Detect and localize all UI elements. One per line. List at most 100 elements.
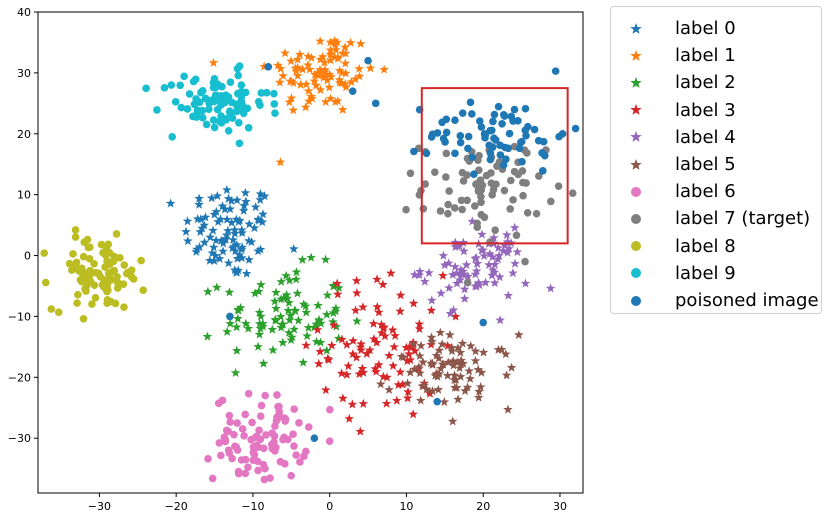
point-label-9 [192, 110, 201, 119]
point-label-2 [298, 357, 308, 367]
point-poisoned-image [481, 134, 489, 142]
point-label-2 [271, 315, 281, 325]
point-label-8 [79, 315, 88, 323]
point-label-0 [246, 237, 257, 247]
point-label-8 [99, 249, 107, 257]
point-label-8 [68, 266, 76, 274]
point-label-1 [331, 44, 341, 54]
point-label-3 [381, 398, 392, 408]
point-label-1 [350, 74, 361, 84]
point-label-5 [409, 339, 419, 349]
point-label-6 [217, 451, 225, 460]
legend-marker-shape [631, 241, 641, 252]
point-label-5 [414, 362, 424, 372]
point-label-3 [404, 341, 415, 351]
point-label-0 [241, 196, 251, 206]
point-label-1 [340, 68, 351, 78]
point-label-8 [110, 266, 119, 275]
point-label-0 [232, 239, 242, 250]
point-label-1 [259, 61, 269, 71]
point-label-5 [405, 367, 416, 377]
point-label-6 [244, 389, 253, 398]
point-label-2 [281, 270, 291, 280]
point-label-3 [357, 363, 368, 373]
point-label-7-target [459, 177, 468, 185]
point-label-4 [490, 259, 500, 269]
point-poisoned-image [464, 132, 473, 141]
point-label-4 [476, 245, 487, 255]
point-label-6 [260, 475, 269, 484]
point-label-4 [479, 251, 489, 261]
point-label-7-target [444, 200, 452, 209]
point-label-1 [320, 64, 330, 74]
point-label-5 [434, 345, 445, 355]
point-label-5 [419, 380, 429, 390]
point-label-2 [254, 307, 265, 317]
point-label-2 [276, 294, 286, 304]
point-label-5 [506, 362, 517, 372]
point-label-9 [177, 103, 186, 112]
point-label-5 [476, 367, 487, 377]
point-label-0 [217, 201, 228, 211]
point-poisoned-image [348, 87, 357, 95]
point-label-4 [489, 278, 500, 288]
point-label-5 [434, 353, 444, 363]
point-label-1 [303, 60, 313, 70]
point-label-0 [209, 255, 219, 265]
point-label-0 [220, 233, 231, 243]
point-label-9 [190, 100, 199, 109]
point-poisoned-image [486, 155, 495, 164]
point-label-9 [224, 93, 233, 101]
point-label-2 [286, 335, 296, 345]
point-label-2 [301, 307, 311, 317]
point-label-5 [384, 384, 394, 394]
point-label-3 [350, 305, 361, 315]
point-label-1 [319, 57, 330, 67]
point-label-7-target [480, 213, 489, 222]
point-label-2 [258, 321, 268, 331]
point-label-7-target [506, 205, 514, 213]
point-label-2 [293, 315, 304, 325]
point-label-4 [493, 254, 503, 264]
point-label-5 [427, 336, 437, 346]
point-label-7-target [521, 257, 529, 266]
point-label-3 [352, 288, 362, 298]
y-tick-label: −20 [8, 371, 31, 384]
point-label-1 [332, 37, 342, 47]
point-label-6 [233, 446, 242, 454]
point-poisoned-image [442, 128, 451, 137]
point-label-8 [120, 261, 129, 269]
point-label-9 [180, 72, 188, 81]
point-label-5 [426, 332, 437, 342]
point-label-4 [470, 253, 481, 263]
point-label-7-target [445, 187, 453, 195]
point-label-0 [206, 193, 217, 203]
point-label-2 [328, 308, 339, 318]
point-label-3 [329, 320, 339, 330]
legend-label: label 5 [675, 154, 736, 175]
point-label-2 [297, 254, 308, 264]
point-label-5 [435, 327, 446, 337]
point-label-5 [503, 404, 513, 414]
legend-marker-shape [630, 131, 642, 143]
point-label-3 [314, 358, 324, 368]
point-label-0 [210, 250, 221, 260]
point-label-9 [201, 94, 210, 103]
point-label-6 [230, 430, 238, 439]
point-label-2 [268, 345, 278, 355]
point-label-3 [327, 340, 337, 350]
point-label-0 [194, 199, 204, 209]
point-label-8 [119, 280, 128, 289]
point-label-7-target [477, 198, 485, 207]
point-label-6 [292, 451, 300, 459]
point-label-3 [368, 318, 379, 328]
point-label-9 [168, 133, 177, 141]
point-label-0 [221, 230, 232, 240]
point-label-2 [250, 288, 260, 298]
point-label-1 [318, 72, 329, 82]
y-tick-label: −10 [8, 310, 31, 323]
point-label-3 [358, 302, 368, 312]
legend-item: label 6 [621, 178, 736, 205]
point-label-3 [365, 345, 375, 355]
point-label-4 [473, 277, 484, 287]
